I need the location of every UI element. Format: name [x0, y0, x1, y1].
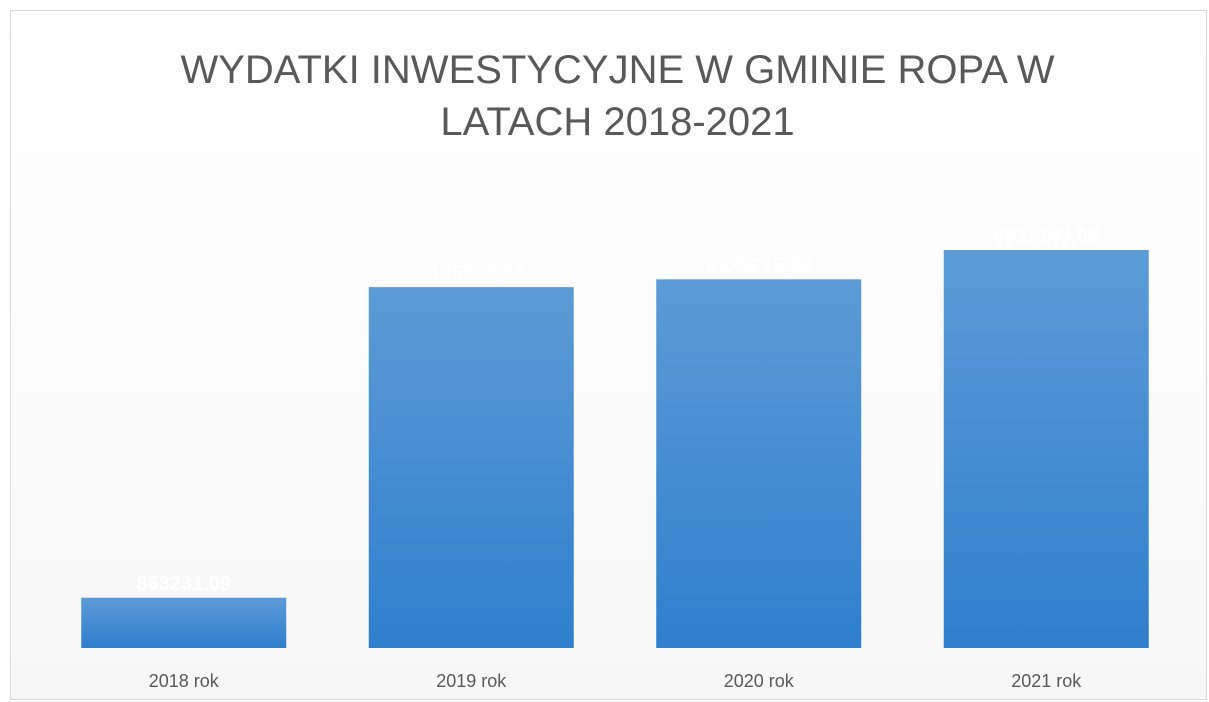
bar	[368, 287, 574, 648]
bar	[81, 597, 287, 648]
value-label: 863231,09	[136, 573, 231, 595]
x-tick-label: 2020 rok	[724, 671, 795, 691]
value-label: 6329215,39	[706, 255, 812, 277]
value-label: 6195839,32	[418, 262, 524, 284]
chart-title: WYDATKI INWESTYCYJNE W GMINIE ROPA W LAT…	[180, 48, 1055, 144]
value-label: 6832143,05	[993, 225, 1099, 247]
x-tick-label: 2021 rok	[1011, 671, 1082, 691]
x-tick-label: 2018 rok	[149, 671, 220, 691]
bar	[656, 279, 862, 648]
x-tick-label: 2019 rok	[436, 671, 507, 691]
bar	[943, 250, 1149, 649]
